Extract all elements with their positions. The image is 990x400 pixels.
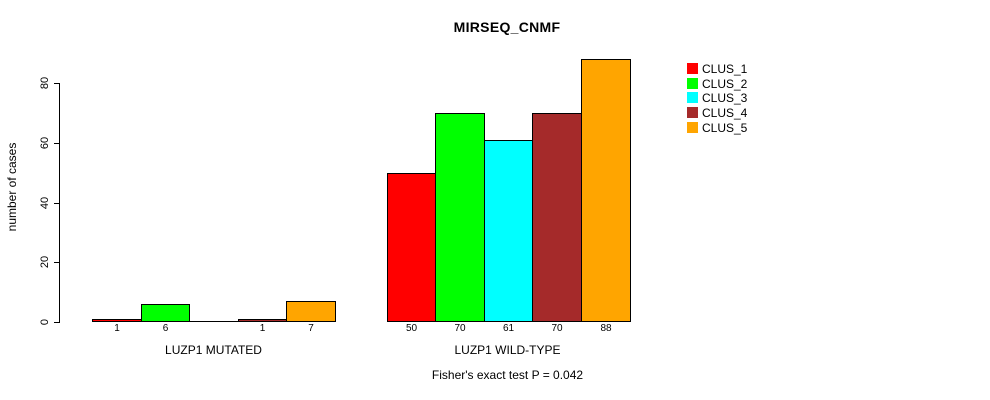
bar-value-label: 6 xyxy=(162,323,169,334)
y-axis-tick-label: 80 xyxy=(39,76,51,90)
y-axis-tick-label: 40 xyxy=(39,196,51,210)
bar-clus_4-luzp1-mutated xyxy=(238,319,287,322)
y-axis-tick xyxy=(54,143,59,144)
bar-value-label: 70 xyxy=(551,323,563,334)
bar-clus_2-luzp1-wild-type xyxy=(435,113,485,322)
y-axis-tick-label: 20 xyxy=(39,255,51,269)
legend-swatch-clus_1 xyxy=(687,63,698,74)
bar-value-label: 70 xyxy=(454,323,466,334)
y-axis-tick xyxy=(54,322,59,323)
legend-swatch-clus_3 xyxy=(687,92,698,103)
legend-swatch-clus_2 xyxy=(687,78,698,89)
legend-label: CLUS_5 xyxy=(702,121,748,135)
bar-value-label: 7 xyxy=(308,323,314,334)
bar-clus_5-luzp1-mutated xyxy=(286,301,336,322)
group-label-luzp1-wild-type: LUZP1 WILD-TYPE xyxy=(454,343,561,357)
y-axis-tick xyxy=(54,203,59,204)
bar-clus_1-luzp1-wild-type xyxy=(387,173,436,322)
bar-value-label: 61 xyxy=(502,323,515,334)
bar-value-label: 1 xyxy=(259,323,266,334)
y-axis-label: number of cases xyxy=(5,142,19,232)
legend-swatch-clus_4 xyxy=(687,107,698,118)
y-axis-tick xyxy=(54,262,59,263)
bar-clus_4-luzp1-wild-type xyxy=(532,113,582,322)
legend-label: CLUS_2 xyxy=(702,77,748,91)
y-axis-tick-label: 0 xyxy=(39,318,51,326)
bar-clus_3-luzp1-mutated xyxy=(189,321,239,322)
bar-clus_2-luzp1-mutated xyxy=(141,304,190,322)
legend-label: CLUS_1 xyxy=(702,62,748,76)
y-axis-line xyxy=(59,83,60,323)
bar-clus_5-luzp1-wild-type xyxy=(581,59,631,322)
chart-title: MIRSEQ_CNMF xyxy=(453,19,561,35)
y-axis-tick-label: 60 xyxy=(39,136,51,150)
group-label-luzp1-mutated: LUZP1 MUTATED xyxy=(165,343,262,357)
bar-clus_3-luzp1-wild-type xyxy=(484,140,533,322)
legend-label: CLUS_4 xyxy=(702,106,748,120)
y-axis-tick xyxy=(54,83,59,84)
bar-value-label: 1 xyxy=(114,323,120,334)
fishers-test-annotation: Fisher's exact test P = 0.042 xyxy=(431,368,584,382)
legend-swatch-clus_5 xyxy=(687,122,698,133)
bar-value-label: 50 xyxy=(405,323,418,334)
bar-clus_1-luzp1-mutated xyxy=(92,319,142,322)
bar-value-label: 88 xyxy=(600,323,612,334)
legend-label: CLUS_3 xyxy=(702,91,748,105)
